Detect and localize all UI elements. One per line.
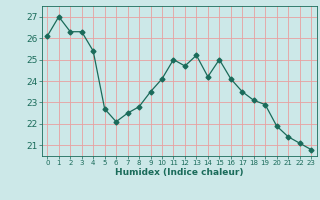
X-axis label: Humidex (Indice chaleur): Humidex (Indice chaleur) (115, 168, 244, 177)
